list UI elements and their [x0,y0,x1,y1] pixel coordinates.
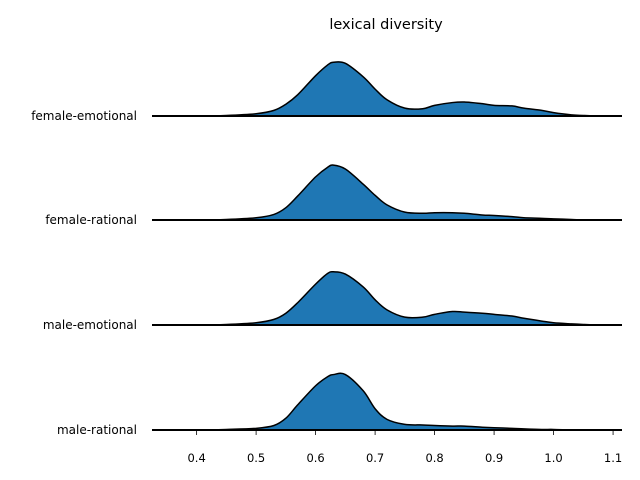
density-outline [154,164,620,221]
x-tick-label: 0.4 [187,451,205,465]
ridge-male-rational: male-rational [57,372,622,437]
series-label: female-rational [45,213,137,227]
x-tick-label: 0.8 [425,451,443,465]
x-tick-label: 1.1 [604,451,622,465]
series-label: male-rational [57,423,137,437]
x-tick-label: 0.6 [306,451,324,465]
series-label: male-emotional [43,318,137,332]
density-area [154,165,620,221]
x-tick-label: 0.9 [485,451,503,465]
density-outline [154,270,620,326]
density-outline [154,61,620,117]
series-label: female-emotional [31,109,137,123]
ridges: female-emotional female-rational male-emot… [31,61,622,437]
ridge-female-rational: female-rational [45,164,622,227]
x-tick-label: 1.0 [544,451,562,465]
density-area [154,271,620,326]
x-axis: 0.4 0.5 0.6 0.7 0.8 0.9 1.0 1.1 [187,431,622,465]
x-tick-label: 0.5 [247,451,265,465]
chart-title: lexical diversity [329,17,443,33]
density-area [154,61,620,117]
x-tick-label: 0.7 [366,451,384,465]
ridge-male-emotional: male-emotional [43,270,622,332]
ridge-female-emotional: female-emotional [31,61,622,123]
density-area [154,373,620,431]
